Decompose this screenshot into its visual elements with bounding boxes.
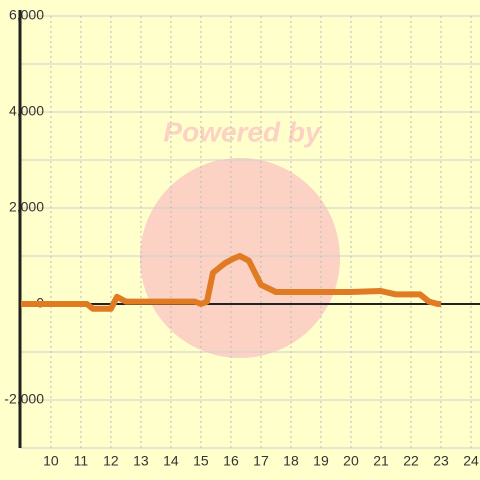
x-tick-label: 18: [283, 453, 299, 469]
line: [20, 253, 441, 312]
x-tick-label: 14: [163, 453, 179, 469]
watermark: Powered by: [163, 116, 322, 147]
x-tick-label: 16: [223, 453, 239, 469]
x-tick-label: 24: [463, 453, 479, 469]
x-tick-label: 15: [193, 453, 209, 469]
y-tick-label: 6,000: [9, 7, 44, 23]
y-tick-label: 4,000: [9, 103, 44, 119]
y-tick-label: -2,000: [4, 391, 44, 407]
x-tick-label: 19: [313, 453, 329, 469]
x-tick-label: 21: [373, 453, 389, 469]
y-tick-label: 2,000: [9, 199, 44, 215]
x-tick-label: 10: [43, 453, 59, 469]
x-tick-label: 17: [253, 453, 269, 469]
x-tick-label: 12: [103, 453, 119, 469]
x-tick-label: 20: [343, 453, 359, 469]
x-tick-label: 23: [433, 453, 449, 469]
x-tick-label: 13: [133, 453, 149, 469]
x-tick-label: 11: [74, 453, 89, 469]
x-tick-label: 22: [403, 453, 419, 469]
